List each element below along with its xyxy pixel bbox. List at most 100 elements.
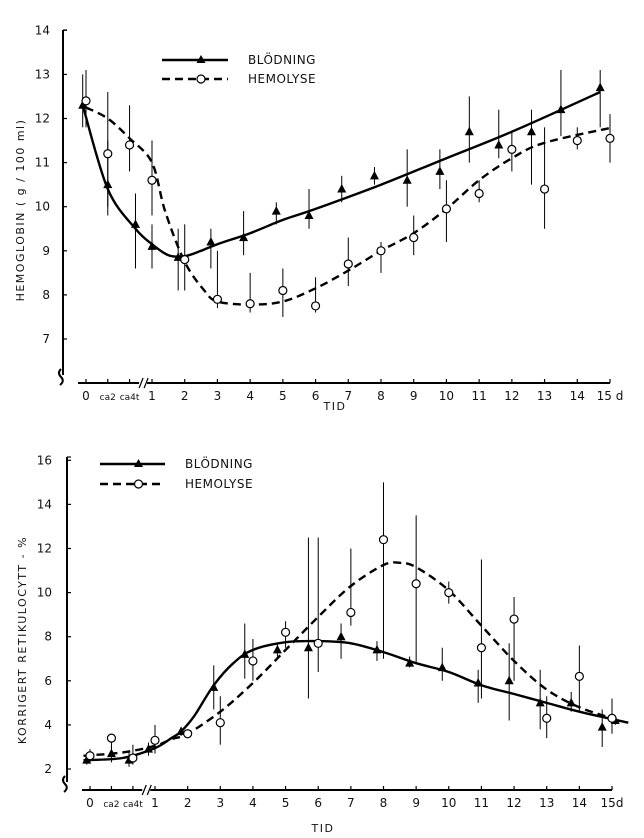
data-point-circle [310, 301, 321, 311]
legend-label: BLÖDNING [248, 51, 316, 67]
data-point-circle [183, 729, 193, 739]
data-point-triangle [405, 658, 415, 667]
x-tick-label: 6 [312, 389, 320, 403]
x-axis-label: TID [323, 400, 347, 413]
data-point-triangle [78, 100, 88, 109]
data-point-triangle [526, 126, 536, 136]
data-point-triangle [369, 170, 379, 180]
y-tick-label: 12 [37, 542, 52, 556]
data-point-triangle [272, 644, 282, 654]
x-tick-label: 11 [474, 796, 489, 810]
x-tick-label: 3 [216, 796, 224, 810]
legend-circle-icon [196, 74, 206, 84]
x-axis-break-mark [138, 377, 149, 389]
x-tick-label: ca2 [103, 800, 119, 810]
x-axis-label: TID [311, 822, 335, 835]
x-tick-label: 4 [246, 389, 254, 403]
data-point-triangle [304, 210, 314, 220]
x-tick-label: 7 [344, 389, 352, 403]
series-hemolyse [83, 482, 617, 765]
data-point-triangle [556, 104, 566, 114]
series-hemolyse [81, 69, 615, 317]
data-point-triangle [271, 206, 281, 215]
x-tick-label: 11 [472, 389, 487, 403]
x-tick-label: 2 [181, 389, 189, 403]
x-axis-break-mark [141, 784, 152, 796]
y-tick-label: 11 [35, 156, 50, 170]
y-axis-label: KORRIGERT RETIKULOCYTT - % [16, 536, 29, 744]
data-point-circle [605, 133, 615, 143]
fitted-curve [81, 90, 601, 258]
data-point-circle [343, 259, 353, 269]
y-tick-label: 8 [42, 288, 50, 302]
data-point-triangle [504, 675, 514, 685]
data-point-circle [248, 656, 258, 666]
legend-circle-icon [133, 479, 144, 489]
fitted-curve [85, 106, 614, 306]
data-point-circle [215, 718, 225, 728]
y-tick-label: 2 [44, 762, 52, 776]
x-tick-label: 0 [82, 389, 90, 403]
y-tick-label: 8 [44, 630, 52, 644]
x-tick-label: 5 [279, 389, 287, 403]
x-tick-label: 12 [504, 389, 519, 403]
data-point-circle [150, 735, 160, 745]
data-point-circle [376, 246, 386, 256]
data-point-triangle [566, 697, 576, 707]
data-point-circle [539, 184, 550, 194]
data-point-circle [106, 733, 117, 743]
legend-triangle-icon [134, 459, 143, 467]
x-tick-label: 3 [214, 389, 222, 403]
data-point-circle [441, 204, 452, 214]
data-point-triangle [336, 631, 346, 641]
data-point-triangle [303, 642, 313, 652]
y-tick-label: 6 [44, 674, 52, 688]
x-tick-label: 8 [377, 389, 385, 403]
data-point-circle [81, 96, 91, 106]
data-point-circle [313, 638, 323, 648]
legend: BLÖDNING HEMOLYSE [162, 51, 316, 86]
legend-triangle-icon [196, 55, 206, 63]
y-axis-label: HEMOGLOBIN ( g / 100 ml) [14, 119, 27, 302]
data-point-circle [85, 751, 95, 761]
data-point-triangle [239, 232, 249, 242]
data-point-triangle [240, 649, 250, 658]
data-point-circle [280, 627, 291, 637]
fitted-curve [83, 561, 613, 757]
y-tick-label: 9 [42, 244, 50, 258]
data-point-triangle [82, 755, 92, 764]
data-point-circle [476, 643, 487, 653]
data-point-circle [444, 587, 454, 598]
y-tick-label: 4 [44, 718, 52, 732]
legend-label: BLÖDNING [185, 455, 253, 471]
data-point-circle [474, 188, 484, 199]
data-point-triangle [372, 644, 382, 654]
x-tick-label: 2 [184, 796, 192, 810]
x-tick-label: 15 d [597, 389, 624, 403]
data-point-triangle [402, 175, 412, 184]
fitted-curve [83, 639, 629, 762]
data-point-triangle [147, 241, 157, 250]
data-point-triangle [437, 662, 447, 672]
data-point-triangle [131, 219, 140, 228]
x-tick-label: 10 [441, 796, 456, 810]
y-tick-label: 7 [42, 332, 50, 346]
x-tick-label: 5 [282, 796, 290, 810]
data-point-circle [147, 175, 157, 185]
data-point-circle [245, 299, 255, 309]
x-tick-label: ca4t [123, 800, 143, 810]
data-point-circle [409, 232, 419, 243]
x-tick-label: 14 [572, 796, 587, 810]
data-point-circle [103, 149, 113, 159]
x-tick-label: ca2 [100, 393, 116, 403]
data-point-circle [128, 753, 138, 763]
x-tick-label: 13 [539, 796, 554, 810]
x-tick-label: 15d [601, 796, 624, 810]
x-tick-label: ca4t [120, 393, 140, 403]
data-point-triangle [464, 126, 474, 136]
data-point-circle [378, 535, 389, 545]
y-tick-label: 10 [35, 200, 50, 214]
legend-label: HEMOLYSE [185, 477, 253, 491]
data-point-triangle [337, 184, 347, 193]
